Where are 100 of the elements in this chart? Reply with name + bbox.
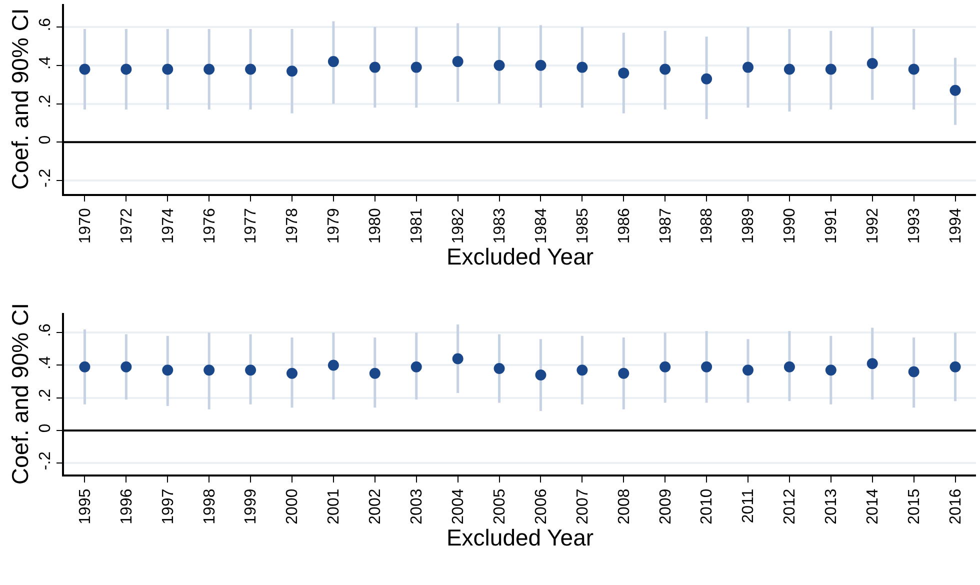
x-tick-label: 2012 xyxy=(782,488,799,524)
point xyxy=(410,62,422,73)
point xyxy=(908,64,920,75)
point xyxy=(204,64,215,75)
x-tick-label: 2016 xyxy=(947,488,964,524)
x-tick-label: 2000 xyxy=(284,488,302,524)
y-axis-title: Coef. and 90% CI xyxy=(6,303,33,485)
x-tick-label: 1981 xyxy=(408,208,426,244)
point xyxy=(576,62,588,73)
x-tick-label: 2005 xyxy=(491,488,508,524)
point xyxy=(866,58,878,69)
x-tick-label: 1979 xyxy=(326,208,343,244)
x-tick-label: 1980 xyxy=(367,208,384,244)
x-tick-label: 2009 xyxy=(657,488,674,524)
x-tick-label: 1997 xyxy=(160,488,177,524)
point xyxy=(535,60,546,71)
point xyxy=(866,358,878,370)
point xyxy=(328,56,339,68)
x-tick-label: 2003 xyxy=(408,488,426,524)
x-tick-label: 1978 xyxy=(284,208,302,244)
x-tick-label: 2002 xyxy=(367,488,384,524)
x-axis-title: Excluded Year xyxy=(446,244,594,270)
y-tick-label: -.2 xyxy=(36,168,54,188)
point xyxy=(245,64,256,75)
point xyxy=(369,368,380,379)
x-tick-label: 1977 xyxy=(242,208,260,244)
point xyxy=(369,62,380,73)
y-tick-label: 0 xyxy=(36,424,54,433)
x-tick-label: 1999 xyxy=(242,488,260,524)
point xyxy=(494,60,505,71)
x-tick-label: 1974 xyxy=(160,208,177,244)
point xyxy=(908,366,920,378)
y-tick-label: .4 xyxy=(36,56,54,70)
point xyxy=(410,361,422,372)
x-tick-label: 1983 xyxy=(491,208,508,244)
x-tick-label: 2014 xyxy=(864,488,882,524)
x-tick-label: 1992 xyxy=(864,208,882,244)
point xyxy=(660,64,671,75)
x-tick-label: 2008 xyxy=(616,488,633,524)
point xyxy=(618,368,630,379)
x-tick-label: 2007 xyxy=(574,488,592,524)
x-tick-label: 1987 xyxy=(657,208,674,244)
point xyxy=(742,62,754,73)
point xyxy=(245,364,256,376)
y-axis-title: Coef. and 90% CI xyxy=(6,8,33,190)
x-tick-label: 1976 xyxy=(201,208,218,244)
point xyxy=(328,360,339,371)
x-tick-label: 1972 xyxy=(118,208,136,244)
point xyxy=(660,361,671,372)
x-tick-label: 1970 xyxy=(76,208,94,244)
x-tick-label: 2006 xyxy=(532,488,550,524)
x-tick-label: 1984 xyxy=(532,208,550,244)
x-tick-label: 1985 xyxy=(574,208,592,244)
point xyxy=(950,84,961,96)
x-tick-label: 1990 xyxy=(782,208,799,244)
point xyxy=(618,68,630,79)
y-tick-label: .6 xyxy=(36,323,54,337)
x-tick-label: 2011 xyxy=(740,488,758,524)
y-tick-label: .6 xyxy=(36,18,54,32)
y-tick-label: -.2 xyxy=(36,451,54,470)
point xyxy=(452,56,464,68)
y-tick-label: 0 xyxy=(36,135,54,144)
point xyxy=(784,361,795,372)
point xyxy=(950,361,961,372)
point xyxy=(452,353,464,364)
x-tick-label: 1995 xyxy=(76,488,94,524)
point xyxy=(162,64,174,75)
y-tick-label: .4 xyxy=(36,356,54,370)
point xyxy=(204,364,215,376)
x-tick-label: 1988 xyxy=(698,208,716,244)
y-tick-label: .2 xyxy=(36,94,54,108)
x-tick-label: 1998 xyxy=(201,488,218,524)
x-tick-label: 2010 xyxy=(698,488,716,524)
point xyxy=(535,370,546,381)
point xyxy=(286,368,298,379)
point xyxy=(701,361,712,372)
x-tick-label: 1994 xyxy=(947,208,964,244)
point xyxy=(120,64,132,75)
x-tick-label: 2004 xyxy=(450,488,468,524)
x-tick-label: 1986 xyxy=(616,208,633,244)
point xyxy=(576,364,588,376)
point xyxy=(701,73,712,84)
x-tick-label: 2001 xyxy=(326,488,343,524)
x-tick-label: 1989 xyxy=(740,208,758,244)
point xyxy=(742,364,754,376)
point xyxy=(494,363,505,374)
x-tick-label: 1993 xyxy=(906,208,924,244)
x-tick-label: 2013 xyxy=(823,488,840,524)
point xyxy=(784,64,795,75)
point xyxy=(79,64,90,75)
x-tick-label: 1996 xyxy=(118,488,136,524)
point xyxy=(162,364,174,376)
x-tick-label: 1982 xyxy=(450,208,468,244)
x-tick-label: 1991 xyxy=(823,208,840,244)
point xyxy=(79,361,90,372)
x-tick-label: 2015 xyxy=(906,488,924,524)
point xyxy=(825,364,836,376)
point xyxy=(825,64,836,75)
point xyxy=(286,66,298,77)
point xyxy=(120,361,132,372)
